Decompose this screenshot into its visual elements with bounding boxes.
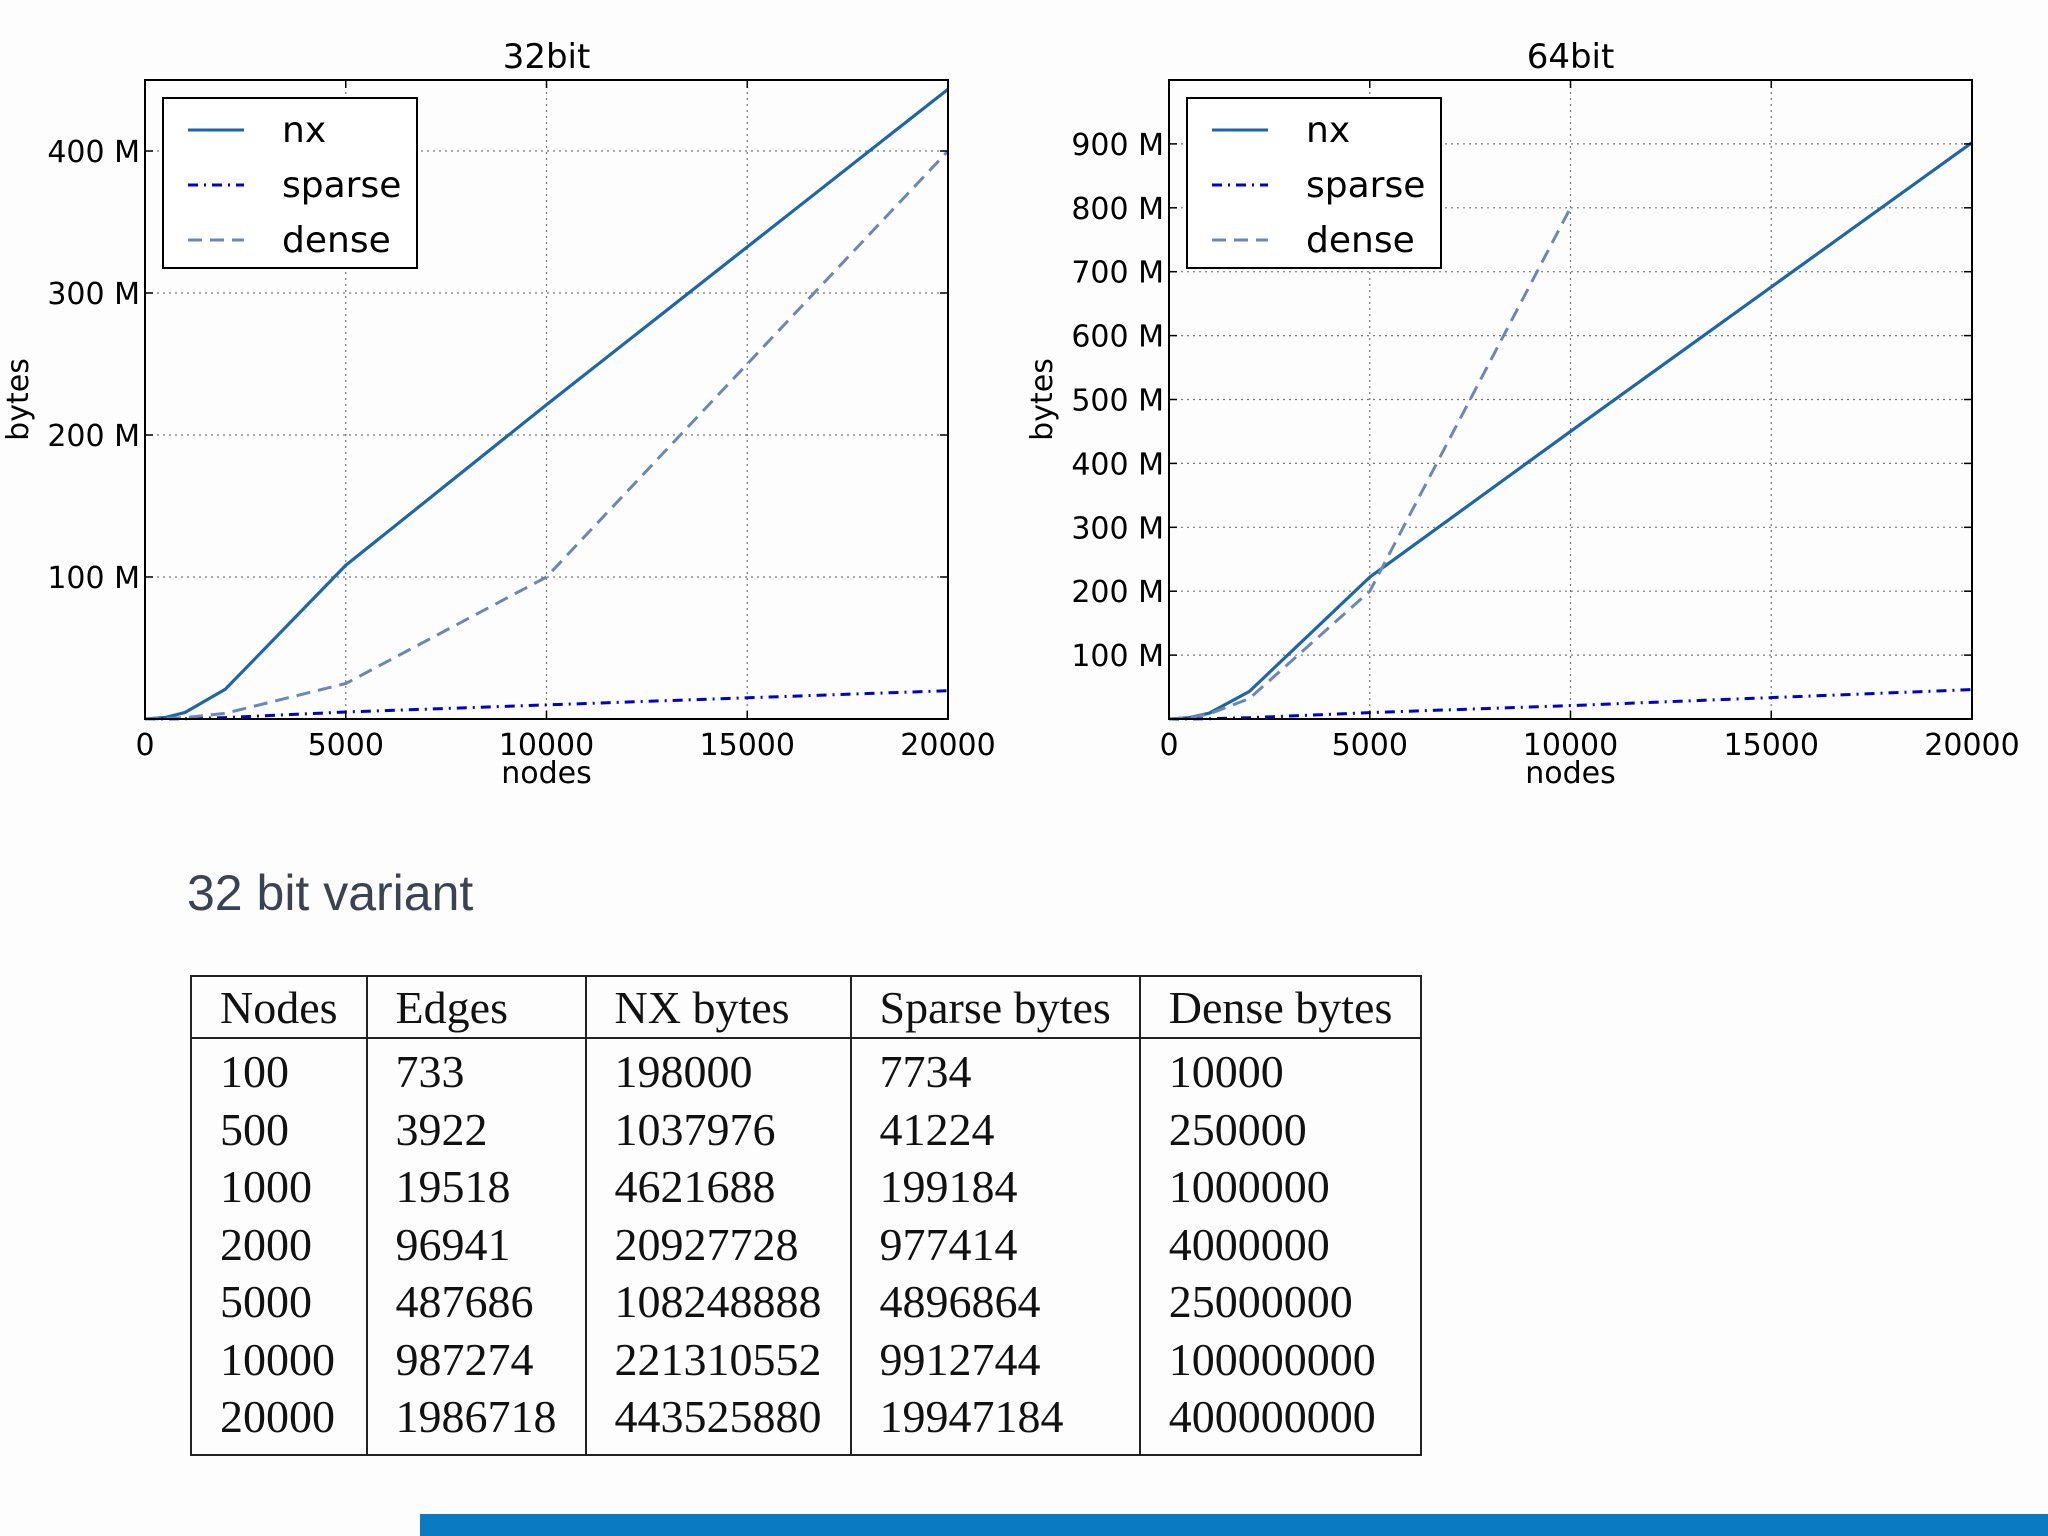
legend-label-nx: nx [1306, 110, 1350, 151]
table-row: 500 3922 1037976 41224 250000 [190, 1100, 1423, 1158]
legend: nx sparse dense [1186, 97, 1442, 269]
header-edges: Edges [365, 976, 587, 1039]
table-cell: 41224 [849, 1100, 1141, 1158]
y-tick-label: 100 M [1071, 639, 1164, 674]
table-cell: 5000 [190, 1273, 368, 1331]
legend-label-dense: dense [282, 220, 391, 261]
table-row: 20000 1986718 443525880 19947184 400000000 [190, 1388, 1423, 1455]
table-cell: 987274 [365, 1330, 587, 1388]
table-cell: 500 [190, 1100, 368, 1158]
x-tick-label: 5000 [1332, 728, 1408, 763]
table-cell: 443525880 [584, 1388, 852, 1455]
table-header-row: Nodes Edges NX bytes Sparse bytes Dense … [190, 976, 1423, 1039]
y-tick-label: 800 M [1071, 192, 1164, 227]
table-cell: 1000 [190, 1158, 368, 1216]
legend-box [162, 97, 418, 269]
y-tick-label: 700 M [1071, 256, 1164, 291]
table-cell: 7734 [849, 1038, 1141, 1101]
header-dense-bytes: Dense bytes [1138, 976, 1423, 1039]
y-tick-label: 300 M [1071, 511, 1164, 546]
table-row: 10000 987274 221310552 9912744 100000000 [190, 1330, 1423, 1388]
chart-32bit: 0 5000 10000 15000 20000 100 M 200 M 300 M 400 M… [1, 37, 996, 791]
table-cell: 199184 [849, 1158, 1141, 1216]
x-tick-label: 0 [135, 728, 154, 763]
table-cell: 100 [190, 1038, 368, 1101]
y-axis-label: bytes [1, 358, 36, 441]
section-subtitle: 32 bit variant [187, 865, 474, 921]
table-row: 1000 19518 4621688 199184 1000000 [190, 1158, 1423, 1216]
y-tick-label: 600 M [1071, 320, 1164, 355]
x-axis-label: nodes [501, 756, 592, 791]
table-cell: 20927728 [584, 1215, 852, 1273]
table-cell: 1000000 [1138, 1158, 1423, 1216]
y-tick-label: 200 M [47, 419, 140, 454]
chart-title: 32bit [503, 37, 591, 77]
table-cell: 108248888 [584, 1273, 852, 1331]
legend: nx sparse dense [162, 97, 418, 269]
y-axis-label: bytes [1025, 358, 1060, 441]
legend-label-sparse: sparse [282, 165, 401, 206]
table-cell: 487686 [365, 1273, 587, 1331]
x-tick-label: 20000 [1924, 728, 2019, 763]
table-cell: 100000000 [1138, 1330, 1423, 1388]
table-cell: 4896864 [849, 1273, 1141, 1331]
table-row: 2000 96941 20927728 977414 4000000 [190, 1215, 1423, 1273]
y-tick-label: 300 M [47, 277, 140, 312]
table-cell: 10000 [1138, 1038, 1423, 1101]
table-cell: 1037976 [584, 1100, 852, 1158]
chart-64bit: 0 5000 10000 15000 20000 100 M 200 M 300 M 400 M… [1025, 37, 2020, 791]
table-cell: 10000 [190, 1330, 368, 1388]
table-row: 5000 487686 108248888 4896864 25000000 [190, 1273, 1423, 1331]
header-nx-bytes: NX bytes [584, 976, 852, 1039]
table-cell: 1986718 [365, 1388, 587, 1455]
table-cell: 25000000 [1138, 1273, 1423, 1331]
x-tick-label: 15000 [1724, 728, 1819, 763]
table-cell: 400000000 [1138, 1388, 1423, 1455]
table-cell: 3922 [365, 1100, 587, 1158]
x-tick-label: 5000 [308, 728, 384, 763]
y-tick-label: 900 M [1071, 128, 1164, 163]
table-cell: 4000000 [1138, 1215, 1423, 1273]
table-cell: 2000 [190, 1215, 368, 1273]
header-nodes: Nodes [190, 976, 368, 1039]
data-table: Nodes Edges NX bytes Sparse bytes Dense … [190, 975, 1423, 1456]
x-tick-label: 15000 [700, 728, 795, 763]
table-cell: 221310552 [584, 1330, 852, 1388]
x-tick-label: 10000 [1523, 728, 1618, 763]
chart-title: 64bit [1527, 37, 1615, 77]
legend-label-dense: dense [1306, 220, 1415, 261]
table-cell: 96941 [365, 1215, 587, 1273]
header-sparse-bytes: Sparse bytes [849, 976, 1141, 1039]
table-row: 100 733 198000 7734 10000 [190, 1038, 1423, 1101]
legend-label-sparse: sparse [1306, 165, 1425, 206]
table-cell: 250000 [1138, 1100, 1423, 1158]
y-tick-label: 500 M [1071, 384, 1164, 419]
x-tick-label: 0 [1159, 728, 1178, 763]
legend-box [1186, 97, 1442, 269]
x-axis-label: nodes [1525, 756, 1616, 791]
table-cell: 977414 [849, 1215, 1141, 1273]
y-tick-label: 200 M [1071, 575, 1164, 610]
footer-accent-bar [420, 1514, 2048, 1536]
legend-label-nx: nx [282, 110, 326, 151]
table-cell: 198000 [584, 1038, 852, 1101]
y-tick-label: 100 M [47, 561, 140, 596]
table-cell: 19947184 [849, 1388, 1141, 1455]
y-tick-label: 400 M [1071, 447, 1164, 482]
table-cell: 4621688 [584, 1158, 852, 1216]
x-tick-label: 20000 [900, 728, 995, 763]
x-tick-label: 10000 [499, 728, 594, 763]
table-cell: 9912744 [849, 1330, 1141, 1388]
table-cell: 19518 [365, 1158, 587, 1216]
table-cell: 20000 [190, 1388, 368, 1455]
table-cell: 733 [365, 1038, 587, 1101]
y-tick-label: 400 M [47, 135, 140, 170]
